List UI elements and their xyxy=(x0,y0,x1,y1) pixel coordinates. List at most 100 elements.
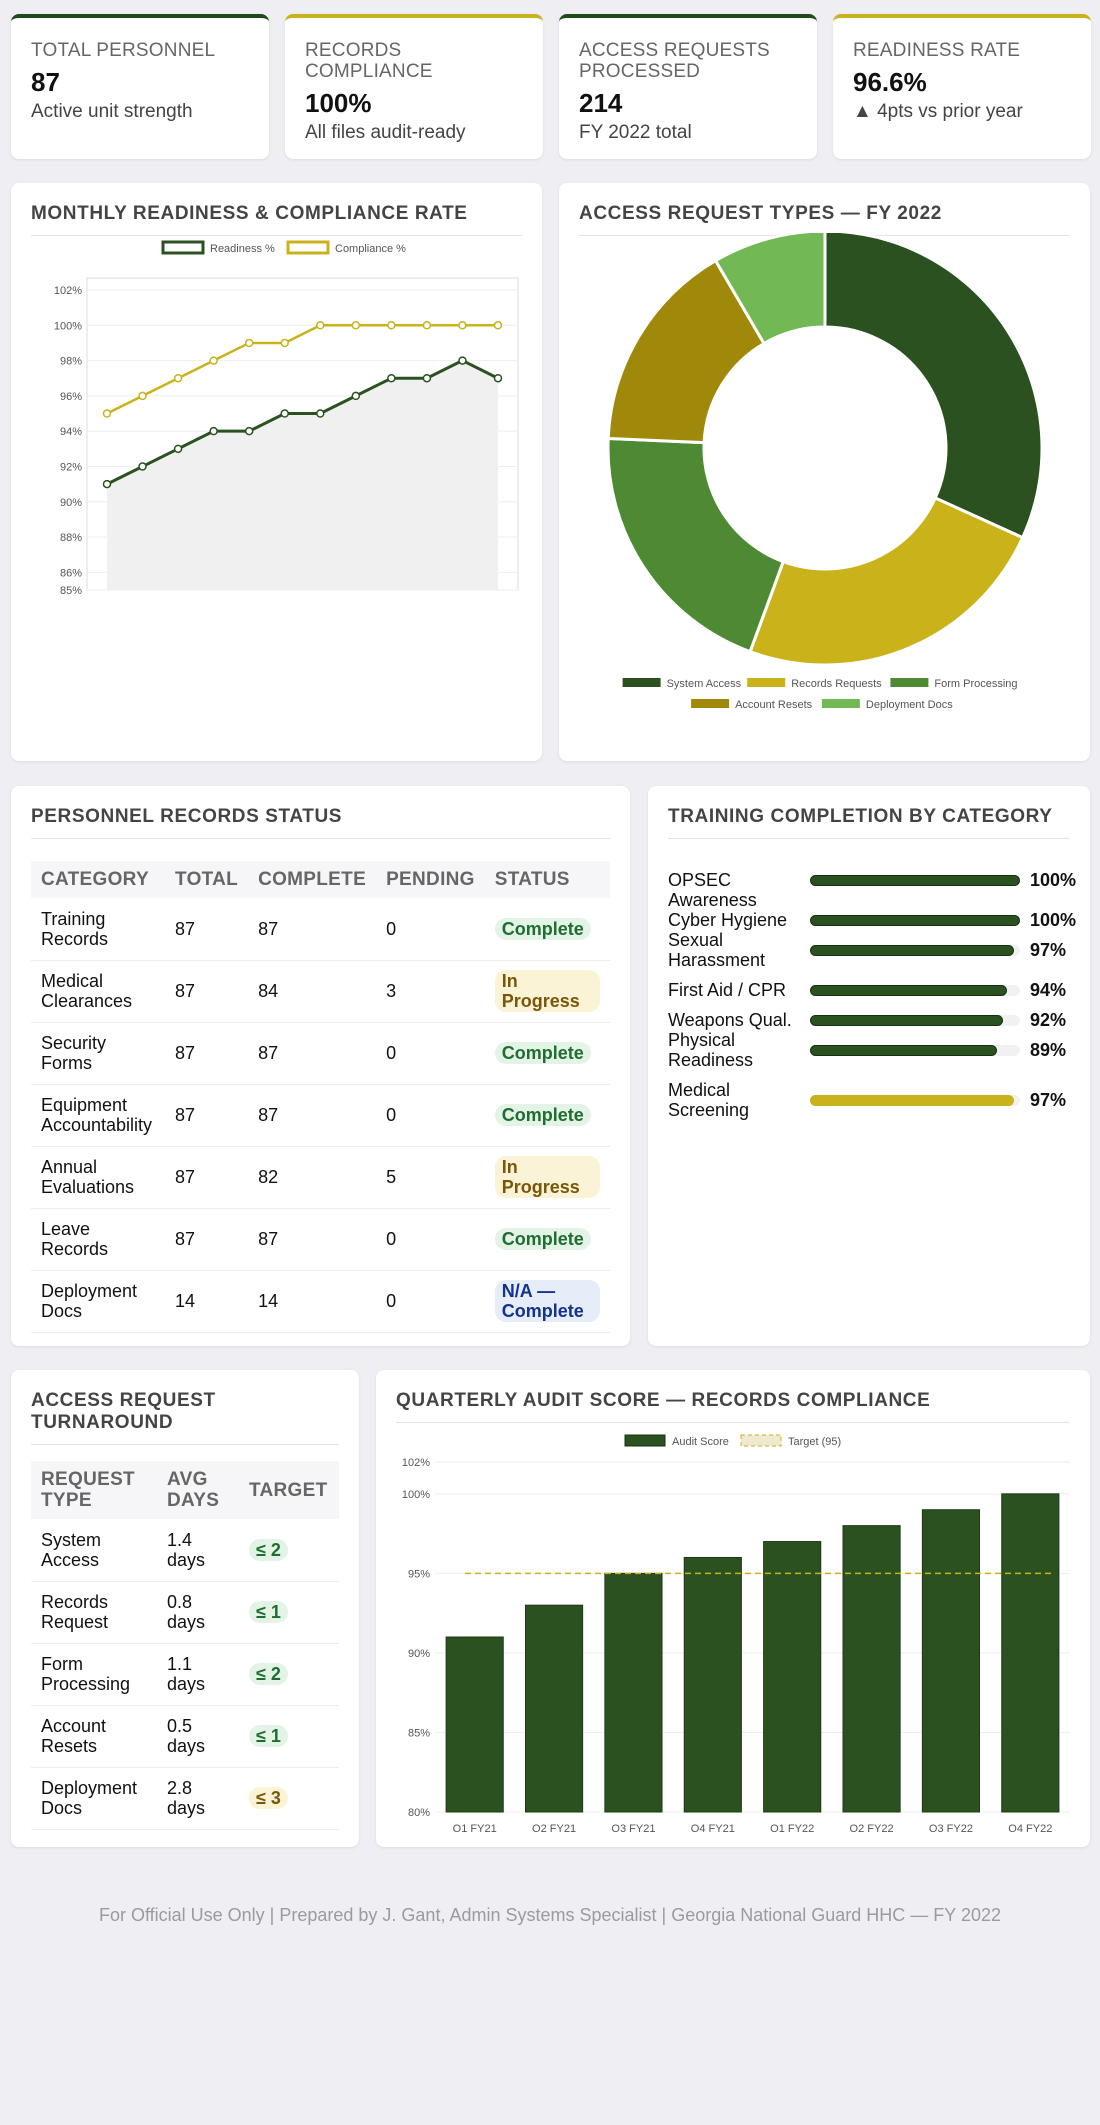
series-line xyxy=(106,324,498,415)
kpi-value: 96.6% xyxy=(853,67,927,97)
column-header: TARGET xyxy=(239,1461,339,1519)
training-row: Physical Readiness 89% xyxy=(668,1030,1068,1074)
y-tick-label: 98% xyxy=(60,356,82,368)
cell-complete: 87 xyxy=(248,1208,377,1271)
kpi-value: 214 xyxy=(579,88,623,118)
y-tick-label: 94% xyxy=(60,426,82,438)
legend-swatch xyxy=(740,1434,782,1447)
data-point xyxy=(316,321,325,330)
data-point xyxy=(280,338,289,348)
data-point xyxy=(458,321,467,330)
bar xyxy=(842,1525,901,1813)
training-completion-card: TRAINING COMPLETION BY CATEGORY OPSEC Aw… xyxy=(648,786,1090,1346)
y-tick-label: 85% xyxy=(60,585,82,597)
access-types-donut-chart: System Access Records Requests Form Proces… xyxy=(606,233,1044,711)
cell-request-type: Account Resets xyxy=(31,1705,157,1768)
cell-pending: 3 xyxy=(376,960,485,1023)
training-progress-fill xyxy=(810,1095,1014,1106)
cell-status: Complete xyxy=(484,898,610,961)
y-tick-label: 102% xyxy=(402,1457,430,1469)
legend-swatch xyxy=(890,678,929,687)
readiness-line-chart: Readiness % Compliance % 102% 100% 98% 96% 94%… xyxy=(54,240,519,597)
x-tick-label: Q2 FY21 xyxy=(532,1823,576,1832)
legend-label: System Access xyxy=(667,678,742,690)
cell-category: Deployment Docs xyxy=(31,1270,165,1333)
data-point xyxy=(493,321,503,330)
training-label: Sexual Harassment xyxy=(668,930,766,970)
table-row: Training Records 87 87 0 Complete xyxy=(31,898,610,961)
data-point xyxy=(138,391,147,401)
training-percent: 97% xyxy=(1030,940,1067,960)
turnaround-header-row: REQUEST TYPE AVG DAYS TARGET xyxy=(31,1461,339,1519)
bar xyxy=(1001,1493,1060,1813)
data-point xyxy=(244,338,254,348)
cell-complete: 14 xyxy=(248,1270,377,1333)
data-point xyxy=(209,426,218,436)
y-tick-label: 86% xyxy=(60,567,82,579)
kpi-value: 87 xyxy=(31,67,60,97)
card-title: ACCESS REQUEST TYPES — FY 2022 xyxy=(579,203,1070,236)
legend-swatch xyxy=(622,678,661,687)
legend-swatch xyxy=(821,699,860,708)
legend-item: Account Resets xyxy=(691,699,813,711)
data-point xyxy=(280,409,289,418)
x-tick-label: Q2 FY22 xyxy=(850,1823,894,1832)
training-progress-fill xyxy=(810,1015,1004,1026)
data-point xyxy=(351,321,361,330)
card-title: ACCESS REQUEST TURNAROUND xyxy=(31,1390,339,1445)
data-point xyxy=(138,462,147,471)
y-tick-label: 85% xyxy=(408,1727,430,1739)
column-header: TOTAL xyxy=(165,861,249,898)
data-point xyxy=(209,356,218,365)
cell-request-type: Deployment Docs xyxy=(31,1767,157,1830)
y-tick-label: 88% xyxy=(60,532,82,544)
readiness-chart-card: MONTHLY READINESS & COMPLIANCE RATE Read… xyxy=(11,183,542,761)
cell-total: 87 xyxy=(165,1022,249,1085)
training-label: Cyber Hygiene xyxy=(668,910,788,930)
column-header: AVG DAYS xyxy=(157,1461,239,1519)
data-point xyxy=(173,444,183,454)
target-badge: ≤ 3 xyxy=(249,1787,288,1809)
chart-legend: Audit Score Target (95) xyxy=(624,1434,841,1448)
target-badge: ≤ 1 xyxy=(249,1725,288,1747)
legend-swatch xyxy=(747,678,786,687)
training-percent: 100% xyxy=(1030,910,1077,930)
legend-label: Target (95) xyxy=(788,1436,841,1448)
legend-swatch xyxy=(286,240,330,255)
data-point xyxy=(493,373,503,383)
training-progress-fill xyxy=(810,945,1014,956)
training-progress-track xyxy=(810,945,1020,956)
table-row: Account Resets 0.5 days ≤ 1 xyxy=(31,1705,339,1768)
bar xyxy=(921,1509,981,1813)
cell-target: ≤ 1 xyxy=(239,1705,339,1768)
table-row: Deployment Docs 2.8 days ≤ 3 xyxy=(31,1767,339,1830)
column-header: STATUS xyxy=(484,861,610,898)
training-label: First Aid / CPR xyxy=(668,980,787,1000)
training-label: Medical Screening xyxy=(668,1080,750,1120)
legend-item: Form Processing xyxy=(890,678,1018,690)
x-tick-label: Q1 FY21 xyxy=(453,1823,497,1832)
legend-item: System Access xyxy=(622,678,742,690)
legend-swatch xyxy=(691,699,730,708)
legend-swatch xyxy=(161,240,205,255)
training-percent: 97% xyxy=(1030,1090,1067,1110)
training-label: Physical Readiness xyxy=(668,1030,754,1070)
table-row: Form Processing 1.1 days ≤ 2 xyxy=(31,1643,339,1706)
donut-slice xyxy=(606,436,786,654)
data-point xyxy=(422,373,432,383)
training-percent: 94% xyxy=(1030,980,1067,1000)
cell-target: ≤ 2 xyxy=(239,1643,339,1706)
cell-request-type: System Access xyxy=(31,1519,157,1582)
cell-pending: 0 xyxy=(376,898,485,961)
table-row: Annual Evaluations 87 82 5 In Progress xyxy=(31,1146,610,1209)
cell-status: In Progress xyxy=(484,960,610,1023)
legend-label: Form Processing xyxy=(934,678,1017,690)
training-label: OPSEC Awareness xyxy=(668,870,757,910)
status-badge: N/A — Complete xyxy=(494,1280,600,1322)
data-point xyxy=(458,356,467,365)
kpi-subtext: Active unit strength xyxy=(31,101,193,122)
bar xyxy=(683,1556,742,1813)
training-label: Weapons Qual. xyxy=(668,1010,792,1030)
bar xyxy=(763,1541,822,1813)
data-point xyxy=(102,479,112,489)
